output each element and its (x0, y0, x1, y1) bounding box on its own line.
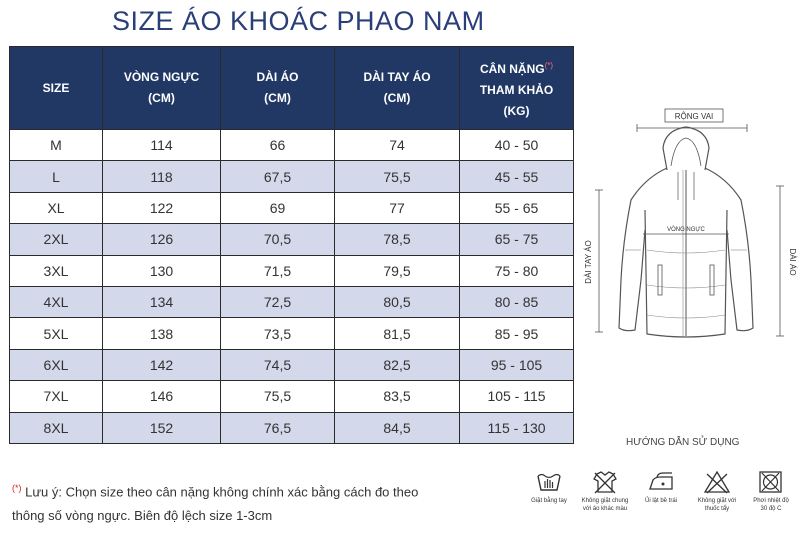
cell-length: 76,5 (220, 411, 335, 444)
cell-length: 69 (220, 191, 335, 225)
cell-sleeve: 83,5 (334, 380, 460, 413)
cell-length: 74,5 (220, 348, 335, 382)
shoulder-label: RỘNG VAI (675, 112, 714, 121)
no-wash-with-colors-icon (593, 471, 617, 494)
cell-sleeve: 77 (334, 191, 460, 225)
header-chest: VÒNG NGỰC (CM) (102, 46, 221, 130)
note-line2: thông số vòng ngực. Biên độ lệch size 1-… (12, 508, 273, 524)
cell-chest: 138 (102, 317, 221, 350)
page-title: SIZE ÁO KHOÁC PHAO NAM (112, 6, 485, 36)
cell-sleeve: 78,5 (334, 223, 460, 256)
cell-chest: 118 (102, 160, 221, 193)
cell-length: 75,5 (220, 380, 335, 413)
table-row: 8XL 152 76,5 84,5 115 - 130 (9, 411, 574, 444)
cell-size: M (9, 128, 103, 162)
cell-chest: 134 (102, 285, 221, 319)
header-weight: CÂN NẶNG(*) THAM KHẢO (KG) (459, 46, 574, 130)
hand-wash-icon (537, 473, 561, 491)
cell-chest: 126 (102, 223, 221, 256)
care-label: Phơi nhiệt độ (753, 498, 789, 504)
cell-length: 66 (220, 128, 335, 162)
cell-size: 3XL (9, 254, 103, 287)
cell-sleeve: 80,5 (334, 285, 460, 319)
care-guide-title: HƯỚNG DẪN SỬ DỤNG (626, 437, 740, 448)
cell-chest: 152 (102, 411, 221, 444)
care-item-iron: Ủi lật bề trái (634, 470, 688, 506)
care-label: Ủi lật bề trái (644, 498, 677, 504)
cell-weight: 95 - 105 (459, 348, 574, 382)
care-item-dry: Phơi nhiệt độ 30 độ C (744, 470, 798, 513)
cell-weight: 55 - 65 (459, 191, 574, 225)
note-line1: Lưu ý: Chọn size theo cân nặng không chí… (21, 484, 419, 500)
cell-size: 8XL (9, 411, 103, 444)
care-label: Không giặt chung (581, 498, 629, 504)
table-row: 6XL 142 74,5 82,5 95 - 105 (9, 348, 574, 382)
cell-size: 2XL (9, 223, 103, 256)
care-label: Không giặt với (697, 498, 737, 504)
table-row: M 114 66 74 40 - 50 (9, 128, 574, 162)
cell-weight: 75 - 80 (459, 254, 574, 287)
table-row: XL 122 69 77 55 - 65 (9, 191, 574, 225)
care-item-no-wash-colors: Không giặt chung với áo khác màu (578, 470, 632, 513)
table-row: 2XL 126 70,5 78,5 65 - 75 (9, 223, 574, 256)
cell-length: 67,5 (220, 160, 335, 193)
care-label: 30 độ C (760, 505, 782, 512)
cell-chest: 130 (102, 254, 221, 287)
size-table: SIZE VÒNG NGỰC (CM) DÀI ÁO (CM) DÀI TAY ÁO… (9, 46, 574, 444)
cell-length: 72,5 (220, 285, 335, 319)
cell-size: L (9, 160, 103, 193)
table-row: 4XL 134 72,5 80,5 80 - 85 (9, 285, 574, 319)
cell-size: 4XL (9, 285, 103, 319)
cell-sleeve: 82,5 (334, 348, 460, 382)
table-row: 3XL 130 71,5 79,5 75 - 80 (9, 254, 574, 287)
cell-sleeve: 74 (334, 128, 460, 162)
note-mark: (*) (12, 483, 22, 493)
cell-weight: 115 - 130 (459, 411, 574, 444)
table-header-row: SIZE VÒNG NGỰC (CM) DÀI ÁO (CM) DÀI TAY ÁO… (9, 46, 574, 130)
table-row: 5XL 138 73,5 81,5 85 - 95 (9, 317, 574, 350)
cell-size: XL (9, 191, 103, 225)
jacket-diagram: RỘNG VAI VÒNG NGỰC DÀI TAY ÁO DÀI ÁO (575, 100, 800, 350)
cell-size: 7XL (9, 380, 103, 413)
cell-weight: 105 - 115 (459, 380, 574, 413)
table-row: L 118 67,5 75,5 45 - 55 (9, 160, 574, 193)
cell-chest: 142 (102, 348, 221, 382)
cell-weight: 45 - 55 (459, 160, 574, 193)
tumble-dry-icon (759, 471, 782, 493)
header-size: SIZE (9, 46, 103, 130)
cell-weight: 80 - 85 (459, 285, 574, 319)
table-row: 7XL 146 75,5 83,5 105 - 115 (9, 380, 574, 413)
cell-length: 71,5 (220, 254, 335, 287)
iron-reverse-icon (649, 472, 673, 490)
cell-weight: 85 - 95 (459, 317, 574, 350)
cell-size: 5XL (9, 317, 103, 350)
care-label: thuốc tẩy (704, 505, 730, 512)
sleeve-label: DÀI TAY ÁO (584, 240, 593, 283)
care-label: với áo khác màu (582, 505, 628, 512)
cell-length: 73,5 (220, 317, 335, 350)
care-item-hand-wash: Giặt bằng tay (522, 470, 576, 506)
header-sleeve: DÀI TAY ÁO (CM) (334, 46, 460, 130)
cell-weight: 65 - 75 (459, 223, 574, 256)
size-note: (*) Lưu ý: Chọn size theo cân nặng không… (12, 476, 532, 528)
cell-sleeve: 81,5 (334, 317, 460, 350)
cell-chest: 114 (102, 128, 221, 162)
chest-label: VÒNG NGỰC (667, 226, 705, 233)
cell-sleeve: 84,5 (334, 411, 460, 444)
cell-sleeve: 79,5 (334, 254, 460, 287)
cell-sleeve: 75,5 (334, 160, 460, 193)
no-bleach-icon (704, 470, 730, 494)
cell-size: 6XL (9, 348, 103, 382)
care-label: Giặt bằng tay (531, 498, 567, 504)
length-label: DÀI ÁO (788, 248, 797, 275)
cell-length: 70,5 (220, 223, 335, 256)
care-item-no-bleach: Không giặt với thuốc tẩy (690, 470, 744, 513)
header-length: DÀI ÁO (CM) (220, 46, 335, 130)
cell-weight: 40 - 50 (459, 128, 574, 162)
cell-chest: 122 (102, 191, 221, 225)
cell-chest: 146 (102, 380, 221, 413)
jacket-outline-icon: RỘNG VAI VÒNG NGỰC DÀI TAY ÁO DÀI ÁO (584, 108, 797, 338)
